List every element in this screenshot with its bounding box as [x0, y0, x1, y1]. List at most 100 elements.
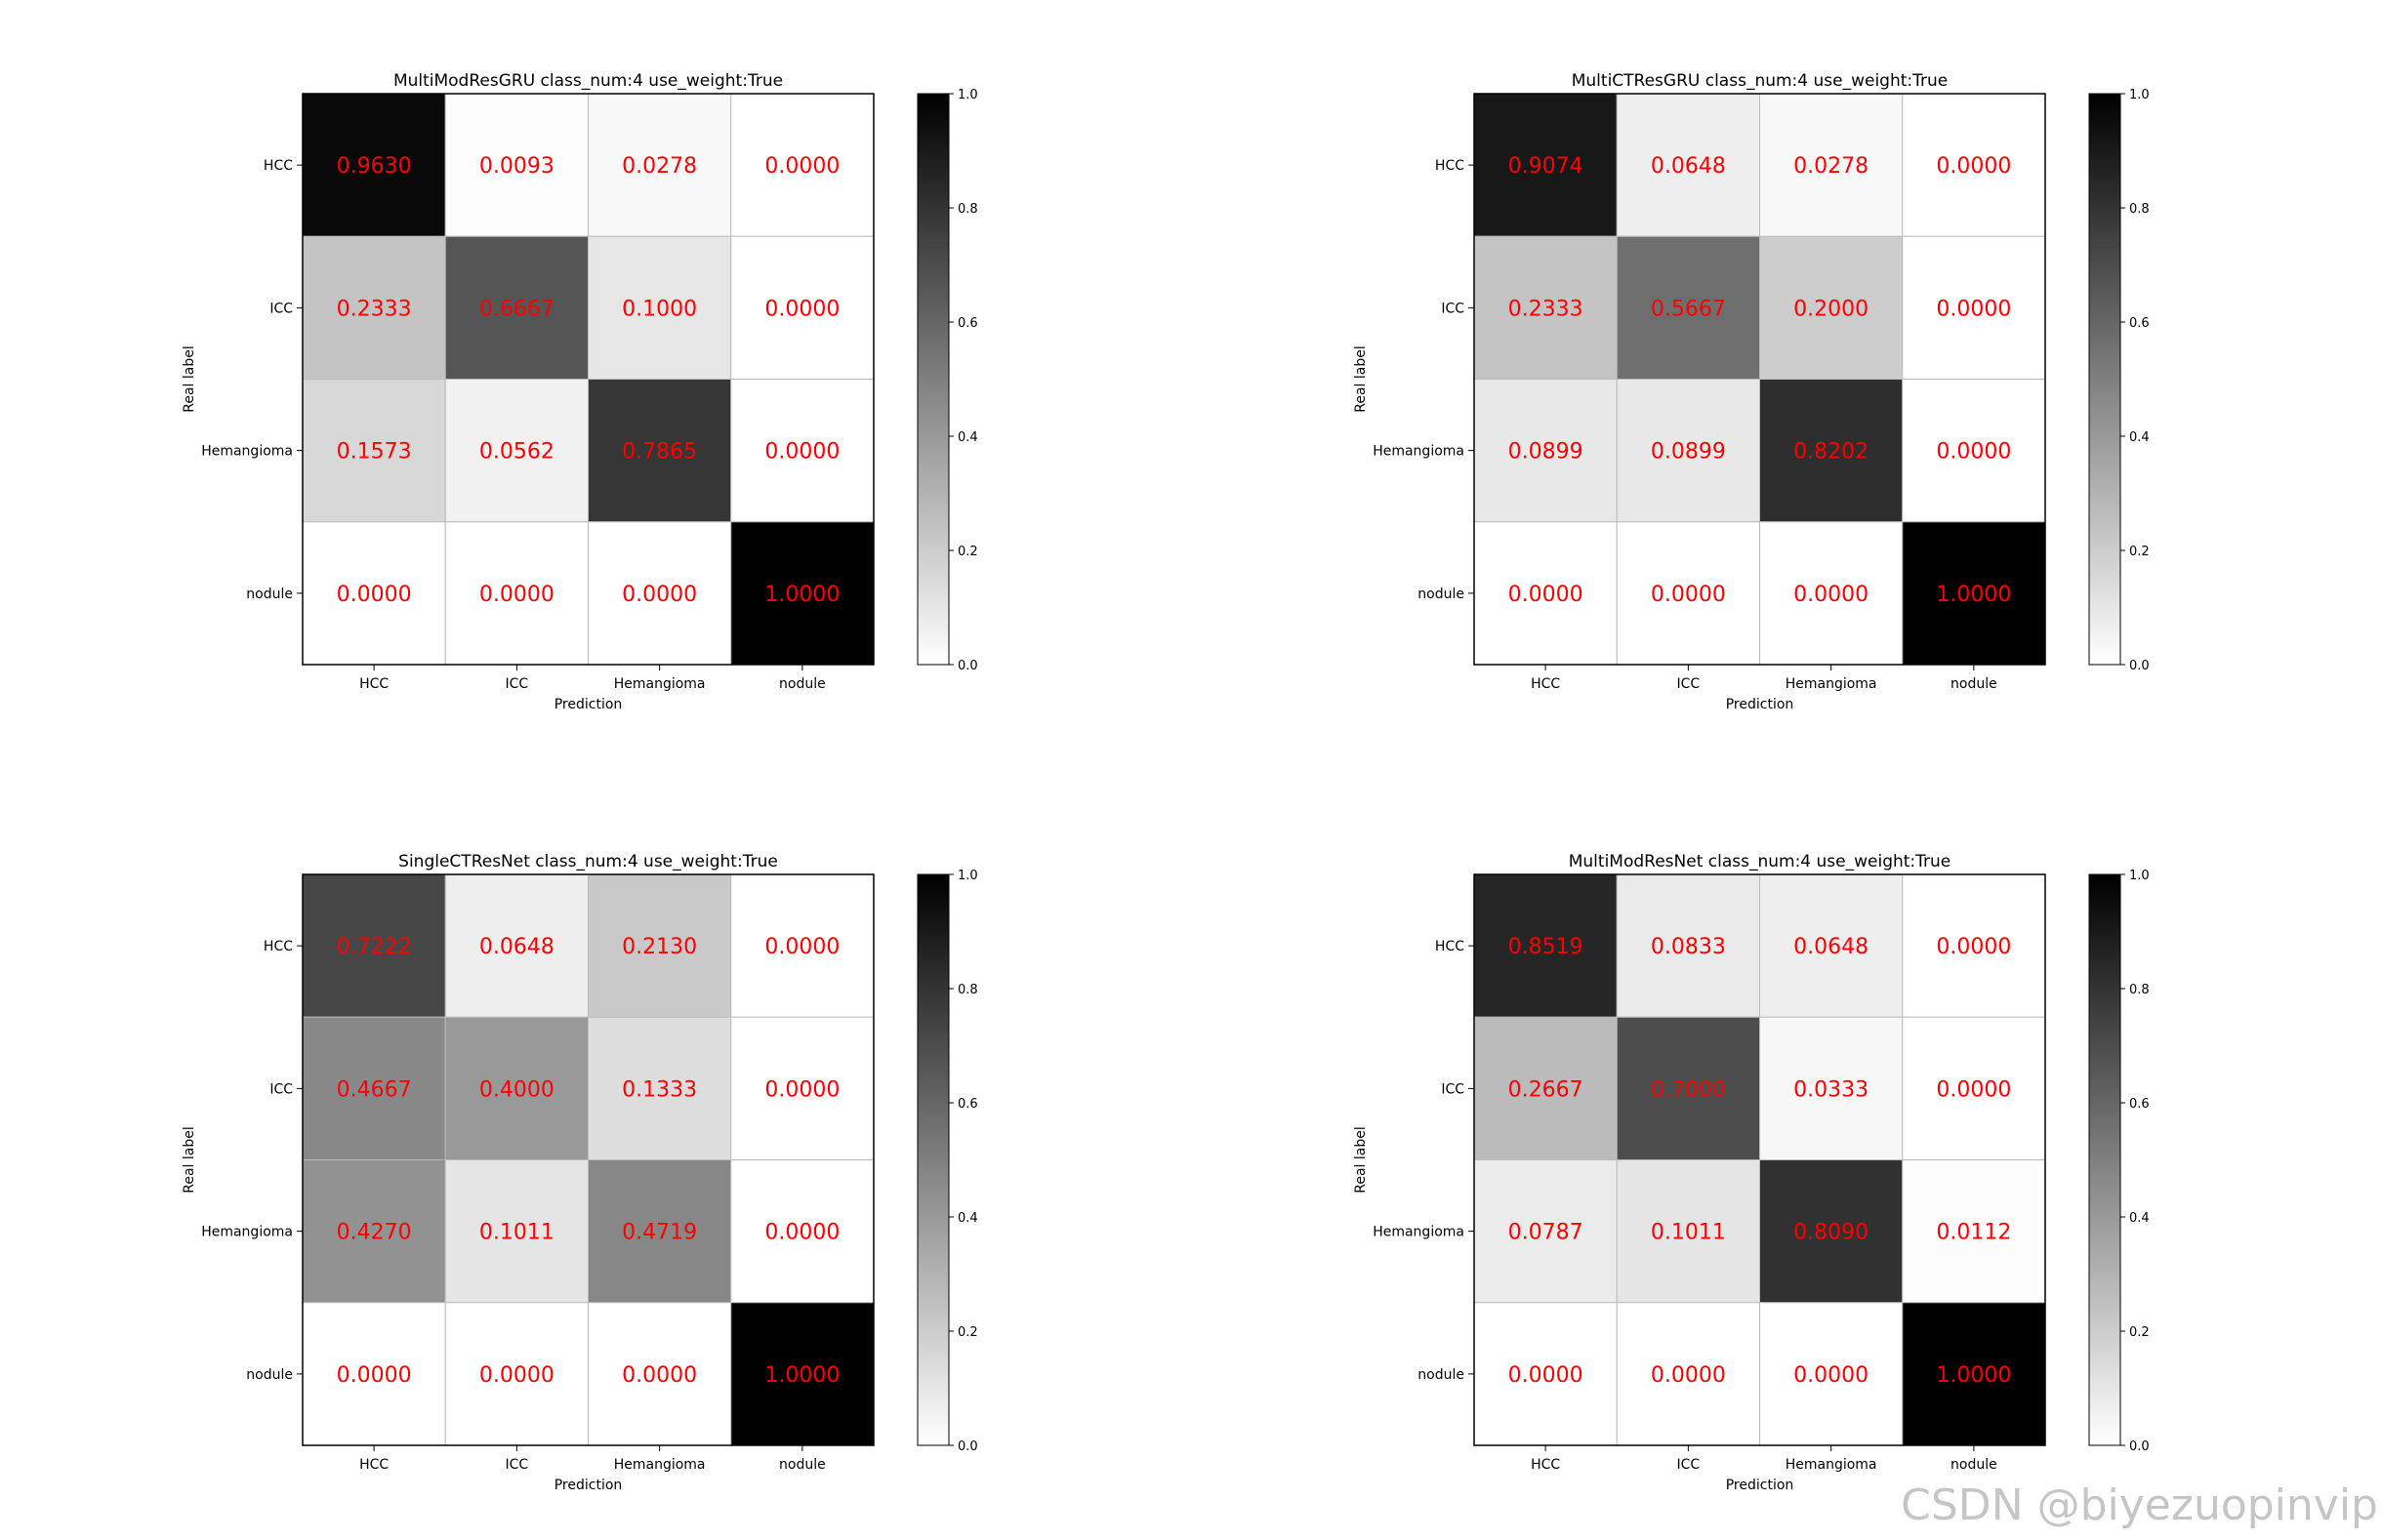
cell-value-label: 0.1333: [622, 1077, 697, 1102]
heatmap-cell: [302, 235, 446, 380]
cell-value-label: 0.0000: [622, 583, 697, 607]
chart-title: MultiCTResGRU class_num:4 use_weight:Tru…: [1572, 71, 1949, 91]
heatmap-cell: [302, 93, 446, 237]
y-tick-label: Hemangioma: [201, 444, 293, 460]
colorbar-tick-label: 0.2: [2129, 1325, 2150, 1340]
plot-frame: [302, 93, 875, 666]
cell-value-label: 0.0278: [622, 154, 697, 179]
heatmap-cell: [1902, 1159, 2046, 1304]
y-tick-label: HCC: [264, 158, 293, 174]
cell-value-label: 0.2333: [337, 297, 412, 321]
cell-value-label: 0.9074: [1508, 154, 1583, 179]
heatmap-cell: [1473, 235, 1618, 380]
cell-value-label: 0.7865: [622, 440, 697, 465]
y-tick-label: nodule: [1417, 587, 1464, 602]
colorbar-tick-label: 0.4: [958, 430, 978, 445]
y-tick-label: HCC: [264, 939, 293, 954]
cell-value-label: 0.0000: [764, 154, 840, 179]
cell-value-label: 1.0000: [764, 583, 840, 607]
cell-value-label: 0.0000: [764, 1221, 840, 1245]
heatmap-cell: [1616, 93, 1760, 237]
heatmap-cell: [588, 873, 732, 1018]
cell-value-label: 0.0333: [1793, 1077, 1869, 1102]
heatmap-cell: [444, 379, 589, 523]
x-axis-label: Prediction: [1726, 1478, 1794, 1493]
cell-value-label: 0.8090: [1793, 1221, 1869, 1245]
cell-value-label: 0.0000: [337, 1363, 412, 1388]
x-tick-label: ICC: [506, 1457, 529, 1473]
y-tick-label: nodule: [246, 1367, 293, 1383]
watermark: CSDN @biyezuopinvip: [1901, 1480, 2378, 1530]
confusion-matrix-4: MultiModResNet class_num:4 use_weight:Tr…: [1353, 852, 2150, 1493]
heatmap-cell: [730, 1016, 875, 1160]
x-tick-label: nodule: [779, 676, 826, 692]
chart-title: SingleCTResNet class_num:4 use_weight:Tr…: [398, 852, 778, 871]
heatmap-cell: [1902, 379, 2046, 523]
colorbar: [2088, 93, 2121, 666]
heatmap-cell: [444, 235, 589, 380]
heatmap-cell: [1616, 379, 1760, 523]
cell-value-label: 0.0562: [479, 440, 554, 465]
colorbar-tick-label: 0.8: [2129, 202, 2150, 217]
colorbar: [917, 873, 950, 1446]
heatmap-cell: [730, 379, 875, 523]
heatmap-cell: [588, 521, 732, 666]
cell-value-label: 0.0000: [1651, 583, 1726, 607]
y-axis-label: Real label: [182, 345, 197, 413]
x-tick-label: ICC: [1677, 1457, 1701, 1473]
heatmap-cell: [1616, 521, 1760, 666]
y-tick-label: ICC: [269, 1081, 293, 1097]
cell-value-label: 0.4270: [337, 1221, 412, 1245]
cell-value-label: 0.0000: [764, 935, 840, 959]
cell-value-label: 0.2000: [1793, 297, 1869, 321]
cell-value-label: 1.0000: [1936, 1363, 2011, 1388]
colorbar-tick-label: 1.0: [958, 869, 978, 883]
heatmap-cell: [444, 1302, 589, 1446]
heatmap-cell: [302, 873, 446, 1018]
cell-value-label: 0.0000: [1936, 297, 2011, 321]
cell-value-label: 0.0000: [1936, 935, 2011, 959]
cell-value-label: 0.6667: [479, 297, 554, 321]
y-tick-label: HCC: [1435, 158, 1464, 174]
heatmap-cell: [1902, 1016, 2046, 1160]
cell-value-label: 0.7222: [337, 935, 412, 959]
cell-value-label: 0.0648: [1651, 154, 1726, 179]
cell-value-label: 1.0000: [1936, 583, 2011, 607]
heatmap-cell: [1473, 1302, 1618, 1446]
heatmap-cell: [588, 235, 732, 380]
x-tick-label: Hemangioma: [1786, 676, 1877, 692]
heatmap-cell: [1473, 1016, 1618, 1160]
colorbar-tick-label: 0.2: [958, 1325, 978, 1340]
heatmap-cell: [1616, 1159, 1760, 1304]
x-axis-label: Prediction: [1726, 697, 1794, 712]
cell-value-label: 0.0000: [1936, 440, 2011, 465]
colorbar: [917, 93, 950, 666]
colorbar-tick-label: 0.8: [958, 983, 978, 997]
cell-value-label: 0.0000: [1508, 583, 1583, 607]
heatmap-cell: [444, 521, 589, 666]
cell-value-label: 0.8202: [1793, 440, 1869, 465]
cell-value-label: 0.0278: [1793, 154, 1869, 179]
y-tick-label: Hemangioma: [1373, 444, 1464, 460]
y-tick-label: ICC: [1441, 301, 1464, 316]
cell-value-label: 0.0000: [764, 1077, 840, 1102]
heatmap-cell: [1759, 1016, 1904, 1160]
plot-frame: [1473, 93, 2046, 666]
cell-value-label: 0.0000: [764, 440, 840, 465]
confusion-matrix-2: MultiCTResGRU class_num:4 use_weight:Tru…: [1353, 71, 2150, 712]
heatmap-cell: [730, 1302, 875, 1446]
x-tick-label: nodule: [1951, 676, 1997, 692]
colorbar-tick-label: 0.4: [958, 1211, 978, 1226]
y-tick-label: nodule: [246, 587, 293, 602]
heatmap-cell: [302, 1159, 446, 1304]
x-tick-label: nodule: [779, 1457, 826, 1473]
cell-value-label: 0.0000: [1793, 583, 1869, 607]
heatmap-cell: [444, 1159, 589, 1304]
heatmap-cell: [1902, 873, 2046, 1018]
colorbar-tick-label: 0.6: [2129, 316, 2150, 331]
plot-frame: [302, 873, 875, 1446]
heatmap-cell: [588, 1302, 732, 1446]
colorbar-tick-label: 0.6: [958, 1097, 978, 1112]
heatmap-cell: [1902, 521, 2046, 666]
cell-value-label: 0.2667: [1508, 1077, 1583, 1102]
